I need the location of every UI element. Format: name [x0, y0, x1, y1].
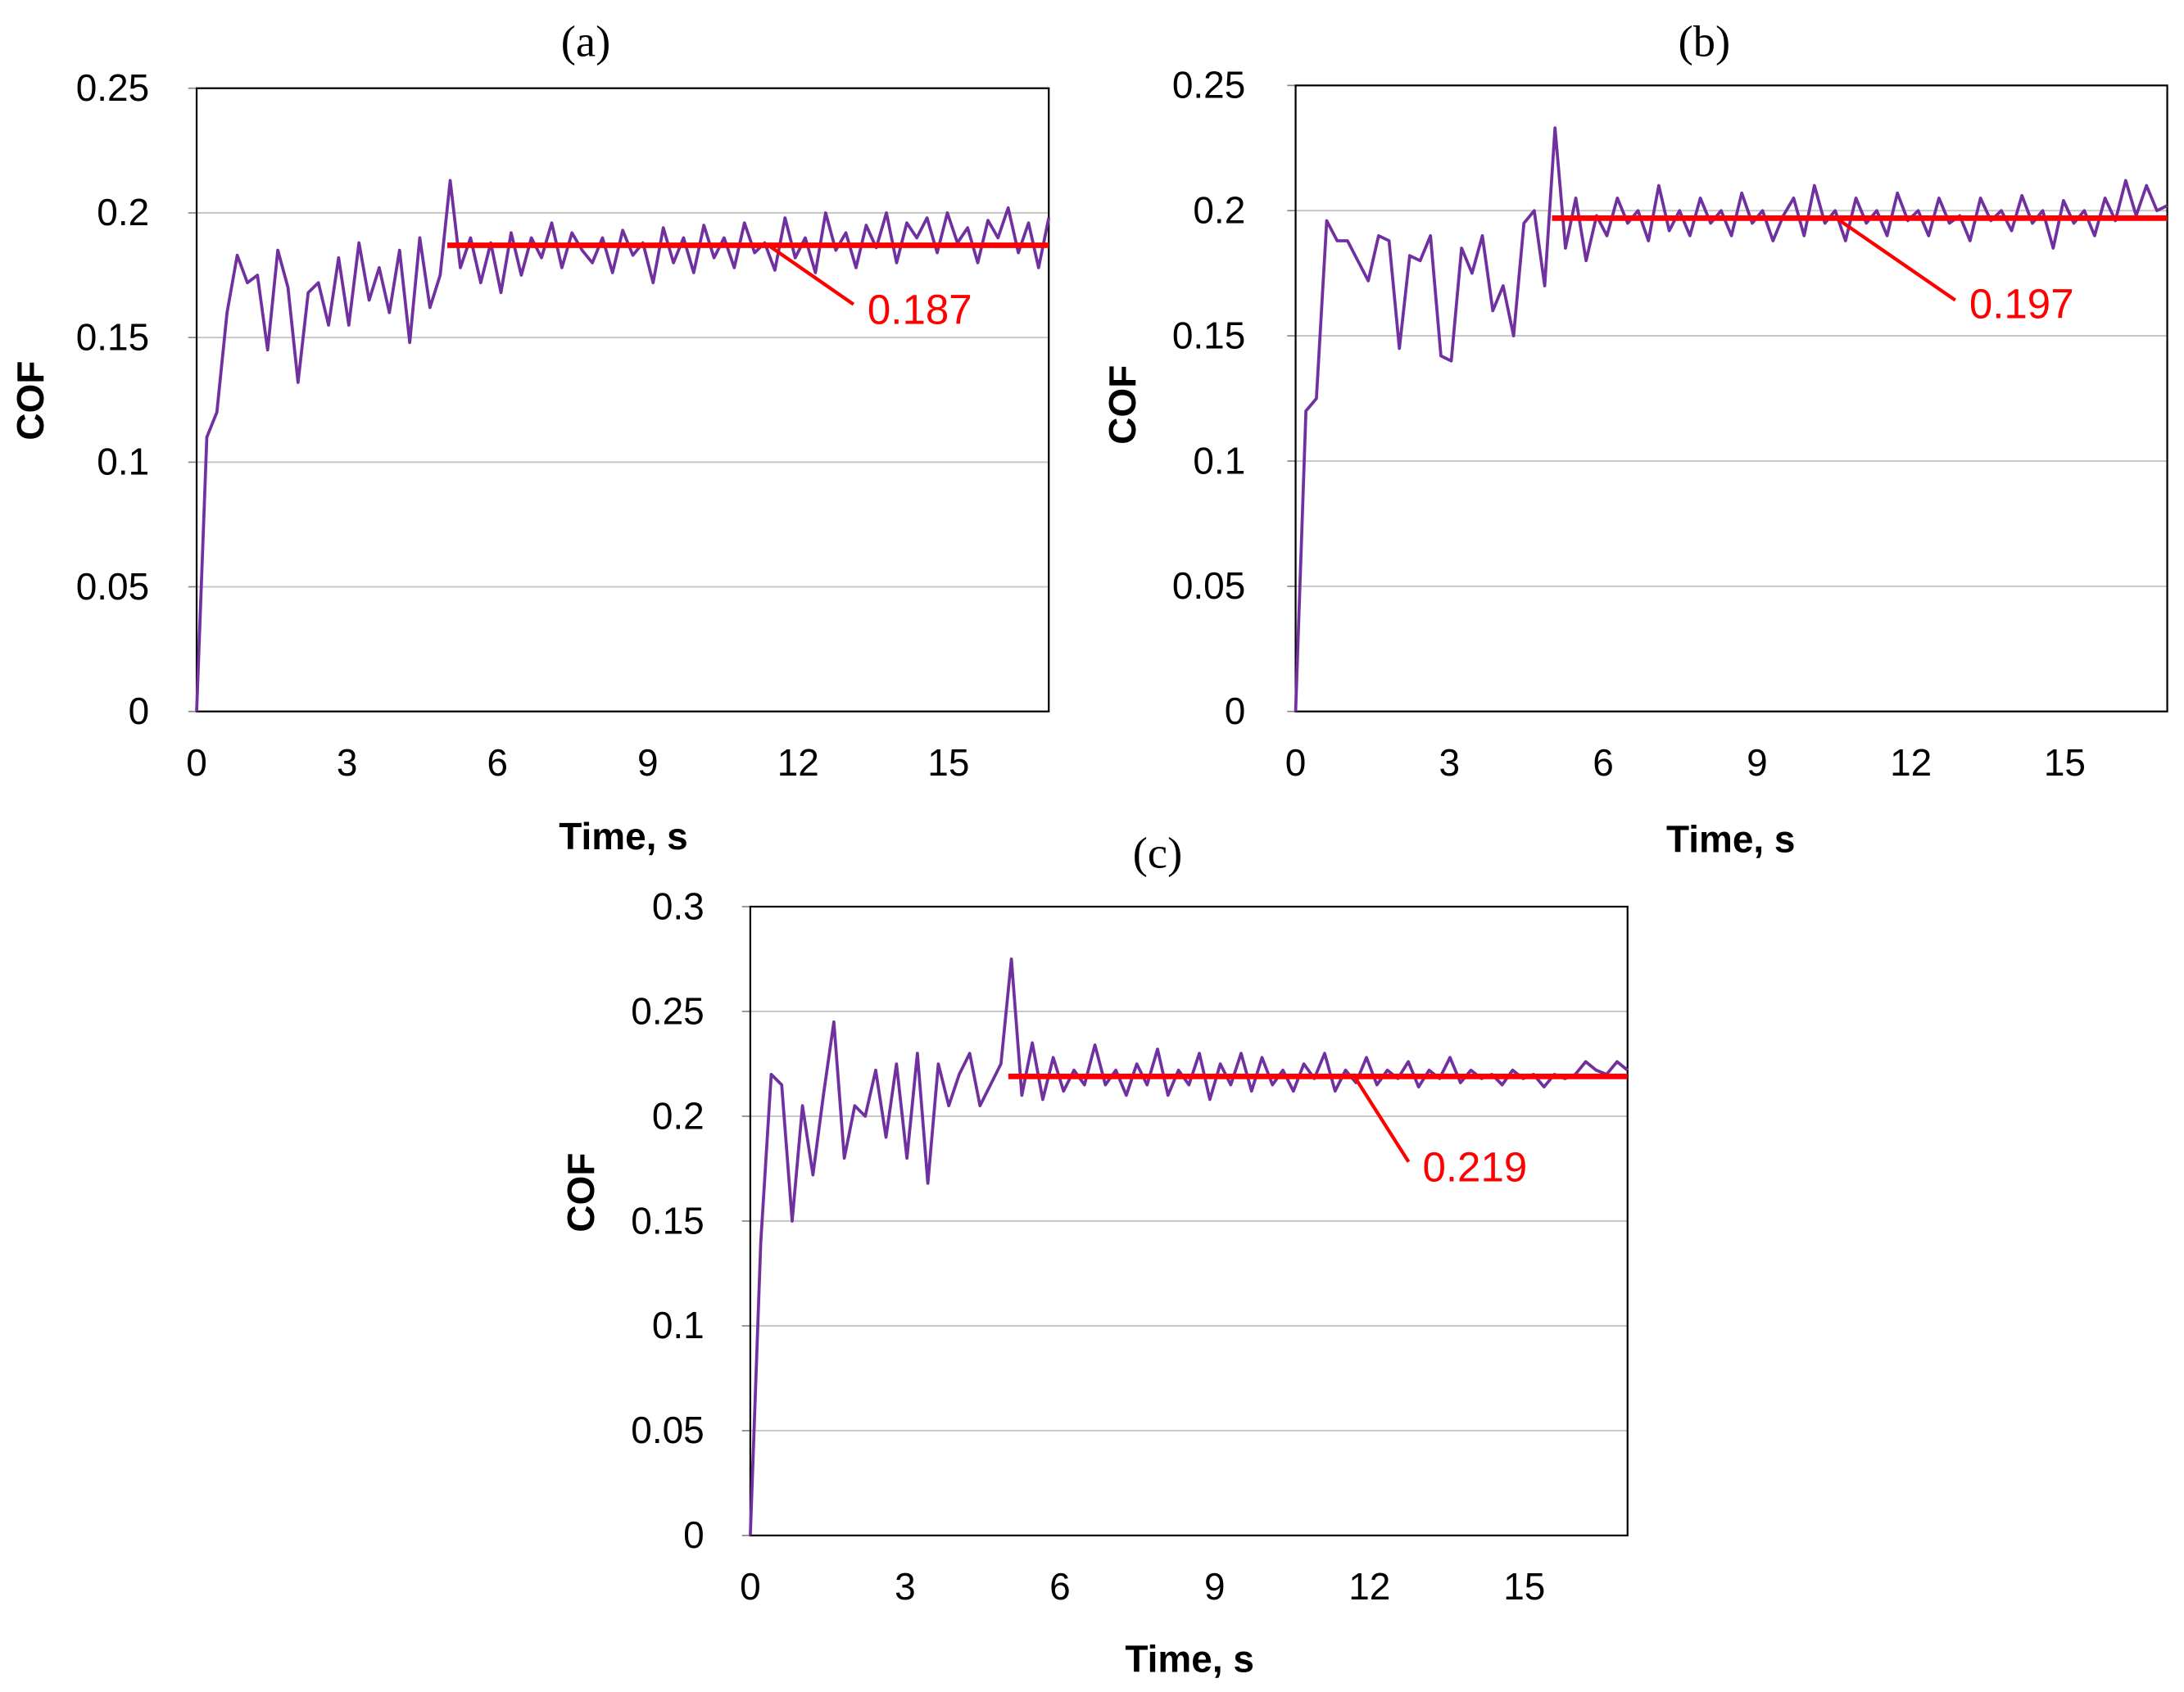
x-tick-label: 9 [1747, 741, 1768, 784]
x-tick-label: 9 [637, 741, 659, 784]
y-tick-label: 0.3 [652, 884, 705, 927]
x-tick-label: 9 [1204, 1565, 1226, 1608]
x-tick-label: 3 [895, 1565, 916, 1608]
x-axis-label: Time, s [559, 815, 688, 857]
x-tick-label: 0 [186, 741, 207, 784]
x-tick-label: 0 [740, 1565, 761, 1608]
y-tick-label: 0.05 [631, 1409, 704, 1451]
x-tick-label: 6 [1049, 1565, 1071, 1608]
y-tick-label: 0.1 [1193, 439, 1245, 482]
chart-panel-c: 0 0.05 0.1 0.15 0.2 0.25 0.3 0 3 6 9 12 15 0.219 (c) Ti… [560, 827, 1629, 1681]
mean-value-annotation: 0.197 [1969, 281, 2074, 328]
plot-frame [1294, 84, 2168, 713]
x-axis-label: Time, s [1125, 1638, 1254, 1681]
x-tick-label: 0 [1285, 741, 1307, 784]
y-tick-label: 0.25 [631, 989, 704, 1032]
y-tick-label: 0.2 [97, 191, 149, 233]
x-axis-label: Time, s [1666, 818, 1796, 861]
y-tick-label: 0.15 [1172, 314, 1245, 356]
chart-panel-a: 0 0.05 0.1 0.15 0.2 0.25 0 3 6 9 12 15 0.187 (a) Time,… [9, 16, 1051, 857]
annotation-leader-line [766, 242, 855, 306]
y-axis-label: COF [560, 1153, 602, 1233]
x-tick-label: 12 [777, 741, 819, 784]
x-tick-label: 3 [337, 741, 358, 784]
plot-frame [749, 905, 1629, 1536]
y-tick-label: 0.25 [76, 66, 149, 109]
y-tick-label: 0.2 [652, 1094, 705, 1137]
y-tick-label: 0.2 [1193, 189, 1245, 232]
y-axis-label: COF [1101, 365, 1144, 445]
y-tick-label: 0.15 [631, 1199, 704, 1242]
series-line-cof [1294, 126, 2168, 712]
y-tick-label: 0.15 [76, 315, 149, 358]
plot-frame [195, 87, 1050, 713]
x-tick-label: 12 [1348, 1565, 1390, 1608]
panel-title: (b) [1679, 16, 1731, 66]
y-tick-label: 0 [683, 1513, 705, 1556]
annotation-leader-line [1351, 1073, 1411, 1163]
x-tick-label: 6 [487, 741, 508, 784]
y-axis-label: COF [9, 361, 52, 441]
x-tick-label: 12 [1890, 741, 1932, 784]
panel-title: (c) [1133, 827, 1182, 877]
x-tick-label: 6 [1593, 741, 1614, 784]
series-line-cof [195, 179, 1051, 712]
series-line-cof [749, 957, 1629, 1536]
y-tick-label: 0.1 [97, 441, 149, 483]
mean-value-annotation: 0.219 [1422, 1143, 1527, 1190]
panel-title: (a) [561, 16, 610, 66]
x-tick-label: 15 [2044, 741, 2086, 784]
y-tick-label: 0.05 [1172, 564, 1245, 607]
x-tick-label: 3 [1439, 741, 1461, 784]
y-tick-label: 0.05 [76, 565, 149, 608]
x-tick-label: 15 [1503, 1565, 1545, 1608]
y-tick-label: 0.25 [1172, 64, 1245, 106]
annotation-leader-line [1833, 215, 1957, 302]
y-tick-label: 0.1 [652, 1304, 705, 1346]
y-tick-label: 0 [1225, 690, 1246, 732]
y-tick-label: 0 [129, 690, 150, 732]
chart-panel-b: 0 0.05 0.1 0.15 0.2 0.25 0 3 6 9 12 15 0.197 (b) Time,… [1101, 16, 2168, 861]
mean-value-annotation: 0.187 [868, 286, 972, 333]
x-tick-label: 15 [927, 741, 969, 784]
